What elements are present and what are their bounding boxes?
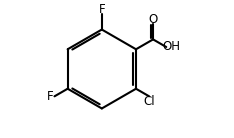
Text: OH: OH bbox=[163, 40, 181, 54]
Text: Cl: Cl bbox=[143, 95, 155, 108]
Text: O: O bbox=[148, 13, 158, 26]
Text: F: F bbox=[47, 90, 53, 103]
Text: F: F bbox=[99, 3, 105, 16]
